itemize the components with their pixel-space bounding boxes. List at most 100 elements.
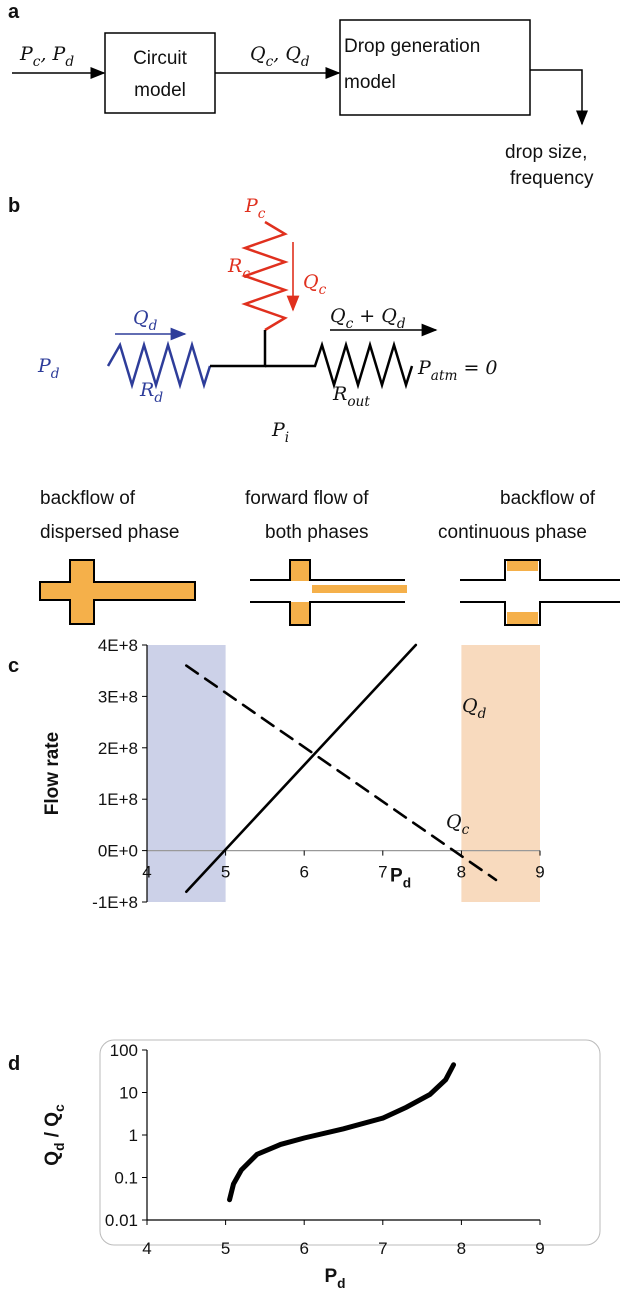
subscript: c (33, 54, 41, 70)
text-part: R (332, 383, 347, 405)
series-label: Qd (462, 695, 487, 722)
regime-text: backflow of (500, 488, 596, 509)
text-part: P (417, 357, 432, 379)
x-tick-label: 7 (378, 1239, 387, 1258)
subscript: d (154, 390, 163, 406)
text-part: P (37, 355, 52, 377)
x-tick-label: 8 (457, 1239, 466, 1258)
subscript: out (347, 394, 370, 410)
math-label: Qc, Qd (250, 43, 310, 70)
y-axis-label: Qd / Qc (42, 1104, 67, 1166)
x-tick-label: 5 (221, 1239, 230, 1258)
x-axis-label: Pd (324, 1266, 345, 1290)
x-tick-label: 7 (378, 863, 387, 882)
subscript: d (52, 1143, 67, 1151)
series-line (185, 664, 498, 882)
y-tick-label: 0.1 (114, 1169, 138, 1188)
subscript: d (337, 1276, 345, 1290)
math-label: Qc + Qd (330, 305, 406, 332)
output-text: frequency (510, 168, 594, 189)
panel-label: b (8, 195, 20, 217)
text-part: P (271, 419, 286, 441)
y-tick-label: 1E+8 (98, 790, 138, 809)
series-line (185, 643, 418, 894)
y-tick-label: 0.01 (105, 1211, 138, 1230)
math-label: Patm = 0 (417, 357, 498, 384)
subscript: d (478, 706, 487, 722)
subscript: atm (431, 368, 458, 384)
math-label: Rd (139, 379, 163, 406)
regime-text: continuous phase (438, 522, 587, 543)
subscript: d (51, 366, 60, 382)
y-tick-label: 2E+8 (98, 739, 138, 758)
math-label: Rc (227, 255, 250, 282)
y-tick-label: 4E+8 (98, 636, 138, 655)
panel-label: c (8, 655, 19, 677)
math-label: Pc, Pd (19, 43, 74, 70)
subscript: d (397, 316, 406, 332)
regime-text: backflow of (40, 488, 136, 509)
block-diagram (12, 19, 588, 126)
y-tick-label: 1 (129, 1126, 138, 1145)
box-text: Drop generation (344, 36, 480, 57)
subscript: d (403, 876, 411, 891)
output-text: drop size, (505, 142, 587, 163)
x-tick-label: 4 (142, 863, 151, 882)
regime-text: both phases (265, 522, 369, 543)
text-part: P (390, 866, 403, 887)
math-label: Rout (332, 383, 370, 410)
text-part: R (227, 255, 242, 277)
y-tick-label: -1E+8 (92, 893, 138, 912)
text-part: / Q (42, 1112, 63, 1143)
subscript: c (258, 206, 266, 222)
x-tick-label: 8 (457, 863, 466, 882)
subscript: d (65, 54, 74, 70)
y-tick-label: 100 (110, 1041, 138, 1060)
text-part: + Q (353, 305, 397, 327)
series-line (227, 1062, 457, 1203)
text-part: Q (330, 305, 346, 327)
x-tick-label: 9 (535, 1239, 544, 1258)
subscript: c (52, 1104, 67, 1112)
math-label: Pi (271, 419, 289, 446)
subscript: c (266, 54, 274, 70)
y-tick-label: 0E+0 (98, 842, 138, 861)
regime-icons (39, 559, 620, 626)
circuit (106, 220, 438, 390)
text-part: R (139, 379, 154, 401)
box-text: model (134, 80, 186, 101)
math-label: Pc (244, 195, 266, 222)
text-part: Q (133, 307, 149, 329)
subscript: d (149, 318, 158, 334)
subscript: d (301, 54, 310, 70)
text-part: P (324, 1266, 337, 1287)
text-part: Q (303, 271, 319, 293)
y-tick-label: 3E+8 (98, 687, 138, 706)
text-part: Q (462, 695, 478, 717)
x-tick-label: 6 (299, 863, 308, 882)
regime-text: dispersed phase (40, 522, 179, 543)
x-tick-label: 5 (221, 863, 230, 882)
text-part: Q (250, 43, 266, 65)
text-part: = 0 (457, 357, 497, 379)
x-tick-label: 4 (142, 1239, 151, 1258)
box-text: model (344, 72, 396, 93)
series-label: Qc (446, 811, 470, 838)
x-tick-label: 9 (535, 863, 544, 882)
panel-label: a (8, 1, 20, 23)
text-part: P (244, 195, 259, 217)
text-part: Q (42, 1151, 63, 1166)
x-tick-label: 6 (299, 1239, 308, 1258)
x-axis-label: Pd (390, 866, 411, 891)
shaded-region (461, 645, 540, 902)
regime-text: forward flow of (245, 488, 369, 509)
subscript: c (346, 316, 354, 332)
math-label: Qc (303, 271, 327, 298)
subscript: i (285, 430, 289, 446)
text-part: , Q (273, 43, 301, 65)
math-label: Qd (133, 307, 158, 334)
chart-frame (99, 1039, 601, 1246)
text-part: , P (40, 43, 66, 65)
box-text: Circuit (133, 48, 188, 69)
